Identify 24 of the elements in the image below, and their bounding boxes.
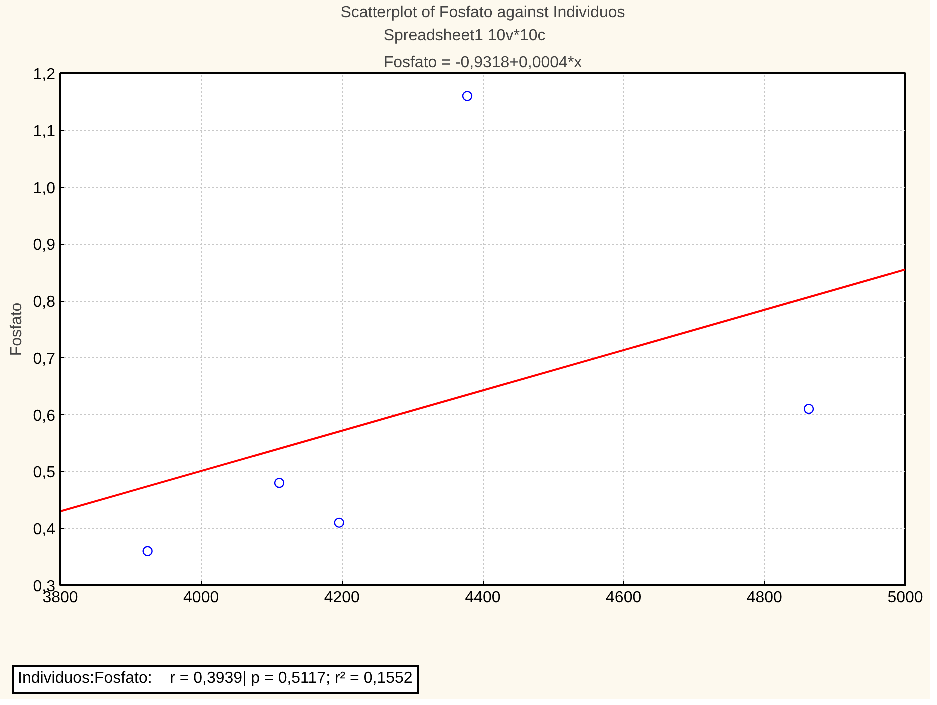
x-tick-label: 4000	[184, 590, 220, 606]
text: Individuos:Fosfato: r = 0,3939| p = 0,5117; r² = 0,1552	[18, 669, 413, 689]
x-tick-label: 5000	[888, 590, 924, 606]
y-tick-label: 0,9	[33, 237, 56, 254]
chart-subtitle: Spreadsheet1 10v*10c Fosfato = -0,9318+0,0004*x	[384, 27, 582, 72]
y-axis-title: Fosfato	[8, 302, 26, 356]
x-tick-label: 4600	[606, 590, 642, 606]
y-tick-label: 0,7	[33, 350, 56, 368]
y-tick-label: 1,0	[33, 180, 56, 198]
point	[274, 478, 285, 488]
point	[334, 518, 344, 528]
y-tick-label: 1,2	[33, 66, 56, 84]
point	[142, 546, 153, 556]
y-tick-label: 0,8	[33, 294, 56, 312]
y-tick-label: 1,1	[33, 123, 56, 140]
x-tick-label: 4800	[746, 590, 783, 606]
x-tick-label: 4400	[465, 590, 501, 606]
y-tick-label: 0,4	[33, 522, 56, 539]
chart-title: Scatterplot of Fosfato against Individuos	[340, 4, 626, 22]
y-tick-label: 0,6	[33, 408, 56, 425]
x-tick-label: 4200	[324, 590, 360, 606]
point	[462, 91, 473, 102]
point	[804, 404, 814, 414]
y-tick-label: 0,5	[33, 464, 56, 482]
